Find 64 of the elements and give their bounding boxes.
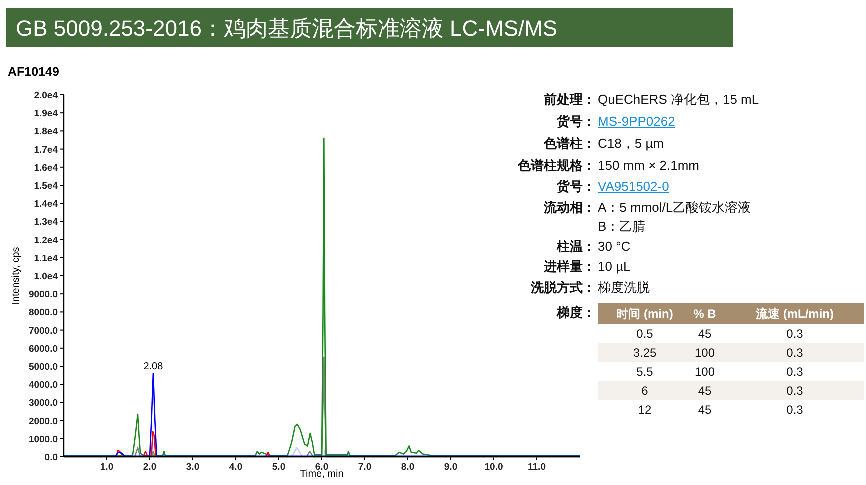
category-label: 6: [642, 384, 649, 398]
y-tick-label: 5000.0: [28, 362, 58, 373]
data-label: 0.3: [786, 384, 804, 398]
annotation: 2.08: [144, 362, 164, 373]
annotation: 柱温：30 °C: [556, 239, 631, 254]
y-tick-label: 1.6e4: [34, 162, 59, 174]
y-tick-label: 2000.0: [28, 416, 58, 428]
annotation: 前处理：QuEChERS 净化包，15 mL: [543, 92, 760, 107]
text: AF10149: [8, 65, 60, 79]
x-tick-label: 10.0: [484, 462, 504, 473]
category-label: 5.5: [636, 365, 654, 379]
y-tick-label: 1.2e4: [34, 235, 59, 246]
data-label: 100: [694, 365, 716, 379]
series-label: % B: [694, 307, 717, 321]
x-tick-label: 7.0: [358, 462, 372, 473]
y-tick-label: 1.3e4: [34, 217, 59, 228]
x-tick-label: 4.0: [229, 462, 243, 473]
y-tick-label: 9000.0: [28, 290, 58, 301]
y-tick-label: 6000.0: [28, 344, 58, 355]
y-tick-label: 1.8e4: [34, 126, 59, 138]
data-label: 0.3: [786, 327, 804, 341]
y-tick-label: 7000.0: [28, 326, 58, 337]
y-tick-label: 4000.0: [28, 380, 58, 392]
text: B：乙腈: [598, 219, 646, 234]
y-tick-label: 2.0e4: [34, 90, 59, 102]
annotation: 货号：VA951502-0: [556, 179, 670, 194]
y-tick-label: 1000.0: [28, 434, 58, 446]
x-tick-label: 5.0: [272, 462, 286, 473]
y-tick-label: 1.1e4: [34, 253, 59, 264]
y-tick-label: 1.5e4: [34, 181, 59, 192]
x-tick-label: 8.0: [401, 462, 415, 473]
annotation: 色谱柱：C18，5 µm: [543, 136, 664, 151]
y-tick-label: 1.4e4: [34, 199, 59, 210]
text: 流速 (mL/min): [755, 307, 834, 321]
annotation: 洗脱方式：梯度洗脱: [530, 280, 650, 295]
data-label: 100: [694, 346, 716, 360]
y-tick-label: 8000.0: [28, 308, 58, 319]
data-label: 45: [698, 384, 712, 398]
y-tick-label: 3000.0: [28, 398, 58, 410]
chart-title: GB 5009.253-2016：鸡肉基质混合标准溶液 LC-MS/MS: [16, 16, 558, 41]
y-tick-label: 1.0e4: [34, 272, 59, 282]
x-tick-label: 1.0: [100, 462, 114, 473]
x-tick-label: 11.0: [528, 462, 546, 473]
y-tick-label: 1.7e4: [34, 144, 59, 156]
annotation: 流动相：A：5 mmol/L乙酸铵水溶液: [543, 200, 752, 215]
y-axis-title: Intensity, cps: [11, 247, 22, 305]
category-label: 0.5: [636, 327, 654, 341]
x-tick-label: 2.0: [143, 462, 157, 473]
annotation: 梯度：: [556, 305, 596, 320]
y-tick-label: 0.0: [44, 452, 58, 464]
data-label: 0.3: [786, 403, 804, 417]
x-tick-label: 9.0: [444, 462, 458, 473]
y-tick-label: 1.9e4: [34, 108, 59, 120]
annotation: 进样量：10 µL: [543, 259, 631, 274]
annotation: 色谱柱规格：150 mm × 2.1mm: [517, 158, 700, 173]
text: 时间 (min): [616, 307, 674, 321]
x-tick-label: 3.0: [186, 462, 200, 473]
data-label: 0.3: [786, 365, 804, 379]
data-label: 45: [698, 327, 712, 341]
category-label: 3.25: [633, 346, 657, 360]
category-label: 12: [638, 403, 652, 417]
data-label: 45: [698, 403, 712, 417]
annotation: 货号：MS-9PP0262: [556, 114, 676, 129]
data-label: 0.3: [786, 346, 804, 360]
